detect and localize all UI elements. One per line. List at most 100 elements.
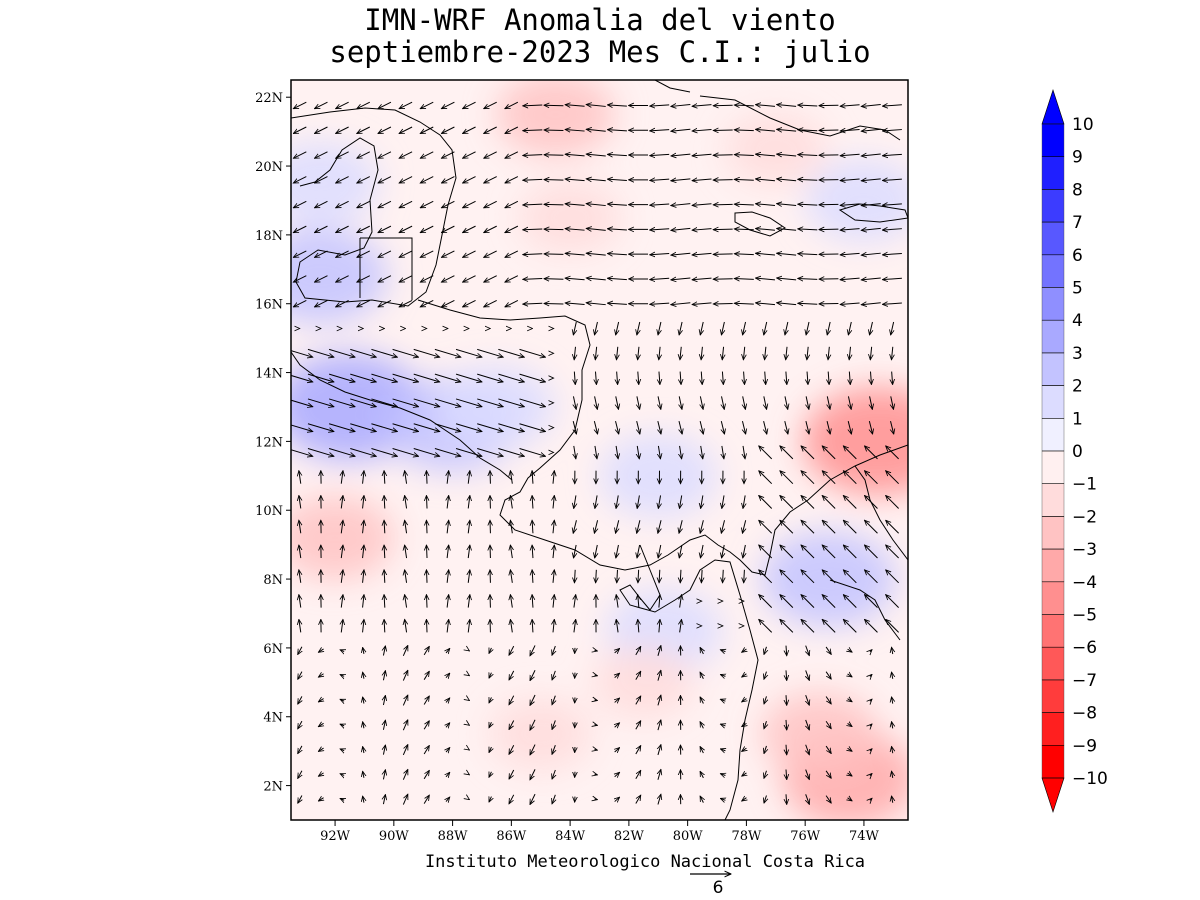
wind-vector xyxy=(314,275,328,283)
wind-vector xyxy=(299,619,301,633)
wind-vector xyxy=(840,154,860,156)
wind-vector xyxy=(434,398,461,407)
wind-vector xyxy=(777,105,797,107)
wind-vector xyxy=(595,445,597,459)
anomaly-patch xyxy=(803,387,908,496)
wind-vector xyxy=(700,647,703,655)
colorbar-label: −1 xyxy=(1072,475,1097,495)
wind-vector xyxy=(293,225,307,233)
wind-vector xyxy=(574,346,575,360)
wind-vector xyxy=(293,151,307,159)
wind-vector xyxy=(314,176,328,184)
colorbar-swatch xyxy=(1041,418,1065,452)
wind-vector xyxy=(777,253,797,255)
wind-vector xyxy=(840,229,860,231)
wind-vector xyxy=(446,648,450,653)
colorbar-label: 9 xyxy=(1072,148,1083,168)
wind-vector xyxy=(488,747,491,752)
wind-vector xyxy=(825,770,831,778)
wind-vector xyxy=(692,154,712,156)
wind-vector xyxy=(405,495,407,509)
wind-vector xyxy=(552,745,555,754)
wind-vector xyxy=(441,250,455,258)
colorbar-label: −3 xyxy=(1072,540,1097,560)
wind-vector xyxy=(363,647,364,655)
wind-vector xyxy=(574,445,576,459)
wind-vector xyxy=(586,278,606,280)
wind-vector xyxy=(405,595,407,608)
wind-vector xyxy=(341,545,343,559)
wind-vector xyxy=(700,321,703,335)
wind-vector xyxy=(383,745,385,755)
wind-vector xyxy=(573,520,576,533)
wind-vector xyxy=(886,595,899,608)
longitude-axis: 92W 90W 88W 86W 84W 82W 80W 78W 76W 74W xyxy=(320,820,880,844)
wind-vector xyxy=(318,748,323,751)
wind-vector xyxy=(780,545,794,559)
wind-vector xyxy=(586,303,606,305)
wind-vector xyxy=(671,228,691,230)
wind-vector xyxy=(378,151,392,159)
wind-vector xyxy=(615,772,620,776)
wind-vector xyxy=(892,647,893,655)
wind-vector xyxy=(363,747,364,754)
wind-vector xyxy=(468,595,470,608)
wind-vector xyxy=(798,278,818,279)
wind-vector xyxy=(869,421,872,434)
wind-vector xyxy=(399,225,413,233)
colorbar-label: −7 xyxy=(1072,671,1097,691)
wind-vector xyxy=(870,749,872,751)
wind-vector xyxy=(734,303,754,304)
wind-vector xyxy=(477,373,503,382)
wind-vector xyxy=(340,749,344,751)
wind-vector xyxy=(336,101,349,109)
wind-vector xyxy=(484,275,497,283)
wind-vector xyxy=(505,275,519,283)
wind-vector xyxy=(402,695,407,706)
wind-vector xyxy=(658,794,661,805)
wind-vector xyxy=(595,799,598,800)
wind-vector xyxy=(786,670,787,680)
wind-vector xyxy=(293,250,307,258)
wind-vector xyxy=(679,396,682,409)
wind-vector xyxy=(700,697,703,704)
wind-vector xyxy=(650,154,670,155)
wind-vector xyxy=(607,179,627,180)
wind-vector xyxy=(298,745,302,754)
wind-vector xyxy=(384,595,385,608)
wind-vector xyxy=(892,697,893,704)
lat-tick-label: 10N xyxy=(255,504,283,519)
wind-vector xyxy=(447,595,449,608)
wind-vector xyxy=(423,646,429,656)
wind-vector xyxy=(363,697,364,704)
wind-vector xyxy=(843,570,857,584)
wind-vector xyxy=(552,720,555,729)
wind-vector xyxy=(468,570,470,583)
wind-vector xyxy=(384,570,385,583)
wind-vector xyxy=(701,445,703,459)
wind-vector xyxy=(635,671,641,680)
wind-vector xyxy=(399,101,413,109)
wind-vector xyxy=(759,619,773,633)
wind-vector xyxy=(328,398,355,407)
wind-vector xyxy=(616,595,618,608)
wind-vector xyxy=(607,154,627,155)
wind-vector xyxy=(469,700,470,701)
wind-vector xyxy=(680,619,682,633)
wind-vector xyxy=(780,495,794,509)
wind-vector xyxy=(615,723,620,727)
wind-vector xyxy=(595,544,598,558)
wind-vector xyxy=(701,346,702,360)
wind-vector xyxy=(336,151,349,159)
colorbar-swatch xyxy=(1041,548,1065,582)
wind-vector xyxy=(734,179,754,180)
wind-vector xyxy=(801,570,815,584)
wind-vector xyxy=(378,275,392,283)
wind-vector xyxy=(607,303,627,304)
wind-vector xyxy=(864,619,878,633)
colorbar-label: −2 xyxy=(1072,507,1097,527)
wind-vector xyxy=(798,130,818,131)
wind-vector xyxy=(882,229,902,230)
wind-vector xyxy=(861,228,881,230)
wind-vector xyxy=(658,520,661,533)
